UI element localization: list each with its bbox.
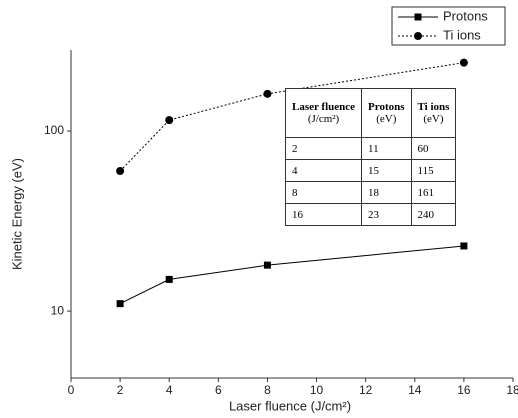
data-point: [459, 58, 468, 67]
data-table: Laser fluence (J/cm²) Protons (eV) Ti ions (e…: [284, 88, 457, 226]
x-tick-label: 10: [310, 383, 324, 397]
series-line: [119, 62, 464, 172]
header-text: Ti ions: [417, 101, 450, 113]
table-cell: 4: [284, 159, 363, 182]
x-axis-label: Laser fluence (J/cm²): [229, 398, 351, 413]
table-cell: 15: [361, 159, 412, 182]
table-cell: Ti ions (eV): [410, 88, 457, 138]
data-point: [165, 275, 173, 283]
y-axis-label: Kinetic Energy (eV): [9, 158, 24, 270]
table-cell: 8: [284, 181, 363, 204]
x-tick-label: 0: [68, 383, 75, 397]
table-cell: 18: [361, 181, 412, 204]
header-text: Laser fluence: [292, 101, 356, 113]
legend-label: Ti ions: [443, 27, 481, 42]
legend-marker: [414, 32, 422, 40]
x-tick-label: 4: [166, 383, 173, 397]
x-tick-label: 14: [408, 383, 422, 397]
data-point: [165, 116, 174, 125]
data-point: [263, 89, 272, 98]
data-point: [263, 261, 271, 269]
x-tick-label: 6: [215, 383, 222, 397]
table-row: 16 23 240: [284, 203, 457, 226]
x-tick-label: 16: [457, 383, 471, 397]
y-tick-label: 100: [44, 123, 64, 137]
x-tick-label: 2: [117, 383, 124, 397]
table-cell: 240: [410, 203, 457, 226]
table-row: 4 15 115: [284, 159, 457, 182]
legend-label: Protons: [443, 8, 488, 23]
y-tick-label: 10: [51, 303, 65, 317]
table-cell: 60: [410, 137, 457, 160]
table-header: Laser fluence (J/cm²) Protons (eV) Ti ions (e…: [284, 88, 457, 138]
header-text: (J/cm²): [307, 113, 340, 125]
table-cell: Protons (eV): [361, 88, 412, 138]
table-cell: 2: [284, 137, 363, 160]
table-cell: 161: [410, 181, 457, 204]
x-tick-label: 12: [359, 383, 373, 397]
table-row: 8 18 161: [284, 181, 457, 204]
legend-box: [391, 6, 506, 46]
table-cell: Laser fluence (J/cm²): [284, 88, 363, 138]
x-tick-label: 18: [506, 383, 518, 397]
series-line: [119, 245, 464, 305]
table-cell: 23: [361, 203, 412, 226]
header-text: Protons: [368, 101, 405, 113]
data-point: [116, 300, 124, 308]
table-cell: 11: [361, 137, 412, 160]
table-cell: 115: [410, 159, 457, 182]
x-tick-label: 8: [264, 383, 271, 397]
table-cell: 16: [284, 203, 363, 226]
table-row: 2 11 60: [284, 137, 457, 160]
header-text: (eV): [423, 113, 444, 125]
legend-marker: [414, 13, 422, 21]
data-point: [460, 242, 468, 250]
data-point: [116, 167, 125, 176]
header-text: (eV): [376, 113, 397, 125]
